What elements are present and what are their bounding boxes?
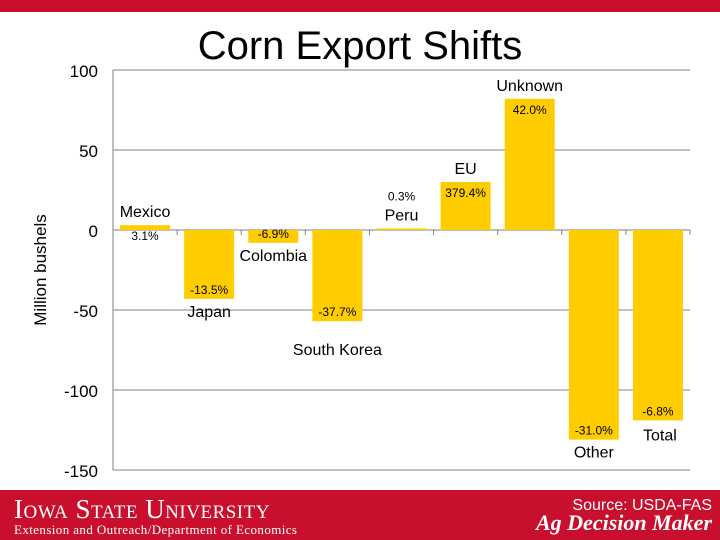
page-title: Corn Export Shifts	[197, 24, 523, 68]
category-label: South Korea	[293, 342, 382, 359]
y-tick-label: -50	[73, 302, 98, 321]
category-label: Unknown	[496, 78, 563, 95]
bar-eu	[440, 182, 491, 230]
data-label: 379.4%	[445, 186, 486, 200]
footer-bar: Iowa State University Extension and Outr…	[0, 490, 720, 540]
category-label: Colombia	[239, 248, 307, 265]
y-tick-label: 50	[79, 142, 98, 161]
y-tick-label: -150	[64, 462, 98, 481]
data-label: -37.7%	[318, 305, 356, 319]
y-tick-label: 0	[89, 222, 98, 241]
y-tick-label: 100	[70, 62, 98, 81]
bar-unknown	[504, 98, 555, 230]
data-label: 42.0%	[513, 103, 547, 117]
bar-total	[632, 230, 683, 421]
category-label: Other	[574, 445, 615, 462]
brand-text: Ag Decision Maker	[536, 510, 712, 535]
data-label: 3.1%	[131, 229, 159, 243]
category-label: Japan	[187, 304, 231, 321]
data-label: -6.8%	[642, 404, 674, 418]
bar-peru	[376, 228, 427, 230]
department-text: Extension and Outreach/Department of Eco…	[14, 522, 298, 537]
category-label: Peru	[385, 207, 419, 224]
y-axis-label: Million bushels	[31, 214, 50, 326]
data-label: 0.3%	[388, 189, 416, 203]
category-label: EU	[454, 161, 476, 178]
category-label: Mexico	[120, 204, 171, 221]
data-label: -13.5%	[190, 283, 228, 297]
bar-colombia	[248, 230, 299, 243]
bar-other	[568, 230, 619, 440]
y-tick-label: -100	[64, 382, 98, 401]
top-accent-bar	[0, 0, 720, 12]
bar-south-korea	[312, 230, 363, 322]
source-text: Source: USDA-FAS	[572, 497, 712, 514]
chart: Million bushels 100 50 0 -50 -100 -150 3.1% Mex…	[31, 62, 691, 481]
university-logo-text: Iowa State University	[14, 494, 270, 524]
data-label: -6.9%	[258, 227, 290, 241]
category-label: Total	[643, 427, 677, 444]
data-label: -31.0%	[575, 424, 613, 438]
bar-japan	[184, 230, 235, 299]
bar-mexico	[120, 225, 171, 230]
